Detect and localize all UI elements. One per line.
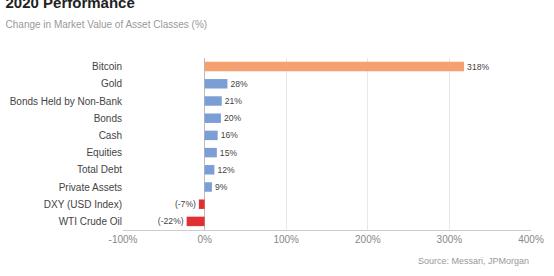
svg-text:28%: 28%	[230, 79, 248, 89]
svg-text:Bitcoin: Bitcoin	[92, 61, 122, 72]
svg-text:Bonds Held by Non-Bank: Bonds Held by Non-Bank	[10, 96, 123, 107]
svg-text:15%: 15%	[220, 148, 238, 158]
svg-text:-100%: -100%	[109, 234, 138, 245]
svg-text:400%: 400%	[518, 234, 544, 245]
svg-text:Total Debt: Total Debt	[77, 164, 122, 175]
svg-text:300%: 300%	[437, 234, 463, 245]
svg-text:WTI Crude Oil: WTI Crude Oil	[59, 216, 122, 227]
svg-text:DXY (USD Index): DXY (USD Index)	[44, 199, 122, 210]
svg-text:Cash: Cash	[99, 130, 122, 141]
svg-text:Source: Messari, JPMorgan: Source: Messari, JPMorgan	[418, 256, 529, 266]
svg-text:Private Assets: Private Assets	[59, 182, 122, 193]
svg-text:(-22%): (-22%)	[158, 216, 184, 226]
svg-text:16%: 16%	[221, 130, 239, 140]
svg-text:20%: 20%	[224, 113, 242, 123]
svg-text:Bonds: Bonds	[94, 113, 122, 124]
svg-text:12%: 12%	[217, 165, 235, 175]
svg-text:2020 PerformanceChange in Mark: 2020 PerformanceChange in Market Value o…	[6, 0, 208, 30]
svg-text:(-7%): (-7%)	[175, 199, 196, 209]
svg-text:Equities: Equities	[86, 147, 122, 158]
svg-text:200%: 200%	[355, 234, 381, 245]
svg-text:100%: 100%	[273, 234, 299, 245]
svg-text:0%: 0%	[197, 234, 212, 245]
svg-text:318%: 318%	[467, 62, 489, 72]
svg-text:Gold: Gold	[101, 78, 122, 89]
svg-text:21%: 21%	[225, 96, 243, 106]
svg-text:9%: 9%	[215, 182, 228, 192]
